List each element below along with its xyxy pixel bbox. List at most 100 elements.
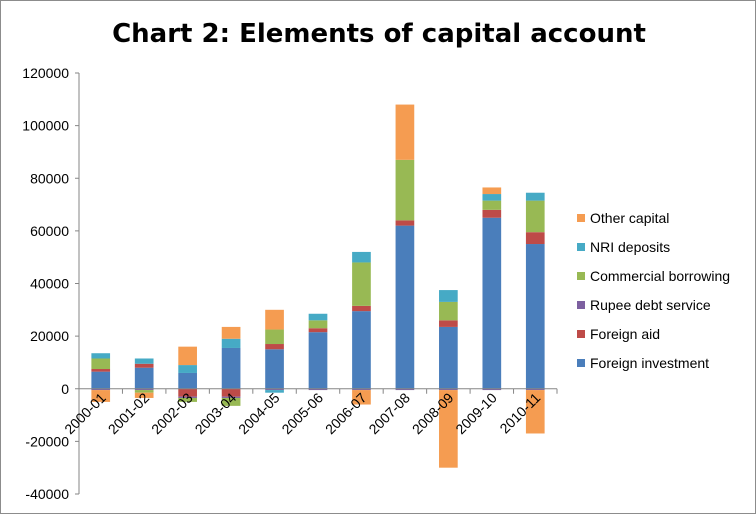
bar-rupee-debt-service-2001-02 [134, 388, 154, 391]
legend-label: Other capital [590, 209, 670, 226]
bar-foreign-investment-2006-07 [352, 311, 371, 389]
bar-other-capital-2006-07 [352, 390, 371, 405]
legend-item-other-capital: Other capital [577, 203, 730, 232]
bar-foreign-aid-2008-09 [439, 320, 458, 327]
bar-commercial-borrowing-2007-08 [395, 159, 415, 221]
bar-nri-deposits-2001-02 [134, 358, 154, 364]
bar-commercial-borrowing-2010-11 [525, 200, 545, 233]
bar-other-capital-2010-11 [525, 390, 545, 434]
bar-rupee-debt-service-2008-09 [439, 388, 458, 391]
bar-other-capital-2004-05 [265, 309, 284, 330]
bar-commercial-borrowing-2006-07 [352, 262, 371, 306]
y-tick-label: -20000 [25, 433, 69, 449]
y-tick-label: 100000 [22, 118, 69, 134]
y-tick-label: 80000 [30, 170, 69, 186]
legend-item-foreign-aid: Foreign aid [577, 319, 730, 348]
bar-foreign-aid-2000-01 [91, 369, 111, 372]
bar-foreign-investment-2007-08 [395, 225, 415, 389]
legend-swatch [577, 213, 585, 222]
legend-swatch [577, 300, 585, 309]
x-tick-label: 2009-10 [452, 389, 500, 437]
x-axis: 2000-012001-022002-032003-042004-052005-… [61, 388, 558, 437]
bar-commercial-borrowing-2005-06 [308, 320, 328, 329]
bar-commercial-borrowing-2003-04 [221, 397, 241, 406]
bar-other-capital-2002-03 [178, 346, 197, 366]
bar-rupee-debt-service-2002-03 [178, 396, 197, 398]
legend-item-foreign-investment: Foreign investment [577, 348, 730, 377]
bar-rupee-debt-service-2010-11 [525, 388, 545, 391]
y-tick-label: 0 [61, 381, 69, 397]
bar-nri-deposits-2005-06 [308, 313, 328, 321]
bar-foreign-investment-2008-09 [439, 326, 458, 389]
legend-label: Foreign aid [590, 325, 661, 342]
y-axis: -40000 -20000 0 20000 40000 60000 80000 100000 1… [22, 65, 80, 502]
bar-other-capital-2001-02 [134, 392, 154, 398]
bar-nri-deposits-2006-07 [352, 251, 371, 263]
bar-commercial-borrowing-2004-05 [265, 329, 284, 345]
bar-other-capital-2008-09 [439, 390, 458, 468]
x-tick-label: 2005-06 [278, 389, 326, 437]
bar-foreign-investment-2001-02 [134, 367, 154, 389]
bar-foreign-aid-2002-03 [178, 388, 197, 397]
bar-rupee-debt-service-2006-07 [352, 388, 371, 391]
bar-foreign-aid-2005-06 [308, 328, 328, 333]
y-tick-label: 60000 [30, 223, 69, 239]
bar-foreign-aid-2006-07 [352, 305, 371, 312]
y-tick-label: 20000 [30, 328, 69, 344]
legend-swatch [577, 358, 585, 367]
bar-nri-deposits-2002-03 [178, 365, 197, 373]
legend-item-commercial-borrowing: Commercial borrowing [577, 261, 730, 290]
bar-commercial-borrowing-2000-01 [91, 358, 111, 370]
bar-nri-deposits-2008-09 [439, 290, 458, 302]
legend-label: Rupee debt service [590, 296, 711, 313]
legend-swatch [577, 242, 585, 251]
bar-rupee-debt-service-2007-08 [395, 388, 415, 391]
bar-nri-deposits-2004-05 [265, 390, 284, 393]
bar-foreign-aid-2004-05 [265, 344, 284, 350]
bar-foreign-aid-2009-10 [482, 209, 502, 218]
legend-label: Commercial borrowing [590, 267, 731, 284]
legend-swatch [577, 271, 585, 280]
chart-title: Chart 2: Elements of capital account [112, 19, 646, 49]
bar-foreign-investment-2000-01 [91, 371, 111, 389]
bar-other-capital-2007-08 [395, 104, 415, 160]
bar-foreign-aid-2001-02 [134, 363, 154, 368]
x-tick-label: 2003-04 [192, 389, 240, 437]
bar-rupee-debt-service-2004-05 [265, 388, 284, 391]
bar-foreign-investment-2009-10 [482, 217, 502, 389]
y-tick-label: 120000 [22, 65, 69, 81]
bar-other-capital-2003-04 [221, 326, 241, 339]
bar-commercial-borrowing-2002-03 [178, 397, 197, 402]
legend-item-rupee-debt-service: Rupee debt service [577, 290, 730, 319]
bar-nri-deposits-2000-01 [91, 353, 111, 359]
bar-rupee-debt-service-2003-04 [221, 396, 241, 398]
legend-item-nri-deposits: NRI deposits [577, 232, 730, 261]
bar-foreign-aid-2003-04 [221, 388, 241, 397]
bar-foreign-aid-2007-08 [395, 220, 415, 226]
bar-foreign-investment-2005-06 [308, 332, 328, 389]
bar-nri-deposits-2003-04 [221, 338, 241, 348]
bar-commercial-borrowing-2009-10 [482, 200, 502, 210]
legend: Other capital NRI deposits Commercial borr… [577, 203, 730, 377]
bar-foreign-aid-2010-11 [525, 232, 545, 245]
bar-rupee-debt-service-2000-01 [91, 388, 111, 391]
bar-nri-deposits-2009-10 [482, 194, 502, 201]
legend-swatch [577, 329, 585, 338]
bar-foreign-investment-2003-04 [221, 347, 241, 389]
x-tick-label: 2004-05 [235, 389, 283, 437]
bar-rupee-debt-service-2005-06 [308, 388, 328, 391]
bar-nri-deposits-2010-11 [525, 192, 545, 201]
y-tick-label: 40000 [30, 276, 69, 292]
legend-label: NRI deposits [590, 238, 671, 255]
bar-other-capital-2009-10 [482, 187, 502, 195]
bar-other-capital-2000-01 [91, 390, 111, 402]
bars [91, 104, 545, 468]
bar-rupee-debt-service-2009-10 [482, 388, 502, 391]
x-tick-label: 2007-08 [365, 389, 413, 437]
bar-commercial-borrowing-2008-09 [439, 301, 458, 321]
x-tick-label: 2002-03 [148, 389, 196, 437]
bar-foreign-investment-2002-03 [178, 372, 197, 389]
bar-commercial-borrowing-2001-02 [134, 390, 154, 393]
